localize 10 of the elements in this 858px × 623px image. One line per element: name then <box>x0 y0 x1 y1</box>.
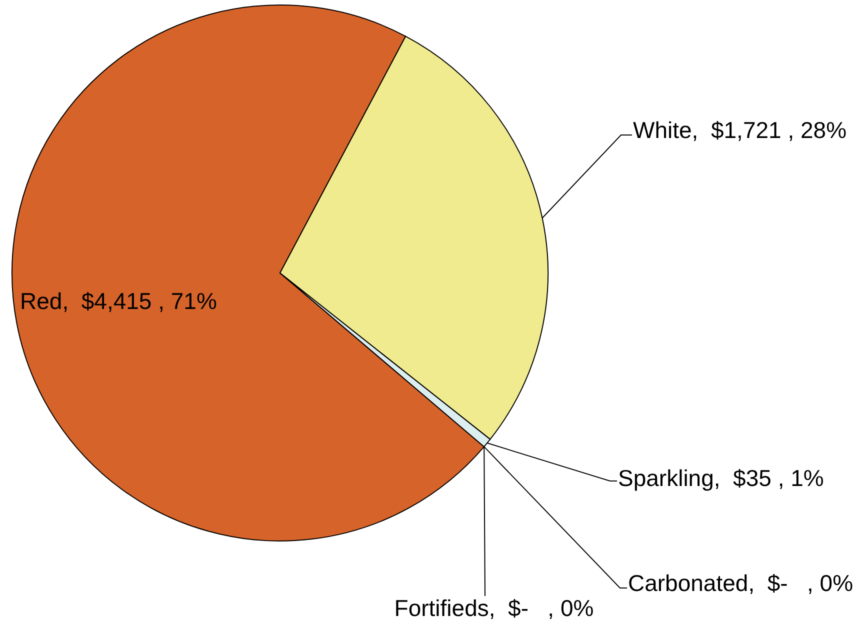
text: , $- , 0% <box>748 570 854 596</box>
slice-label: Sparkling <box>618 465 714 491</box>
slice-label: Red <box>20 288 62 314</box>
category-label: Carbonated <box>628 570 748 596</box>
category-label: Fortifieds <box>394 595 489 621</box>
slice-label: White <box>633 117 692 143</box>
text: , $- , 0% <box>488 595 594 621</box>
data-label: , $4,415 , 71% <box>62 288 217 314</box>
data-label: , $1,721 , 28% <box>692 117 847 143</box>
data-label: , $35 , 1% <box>714 465 824 491</box>
